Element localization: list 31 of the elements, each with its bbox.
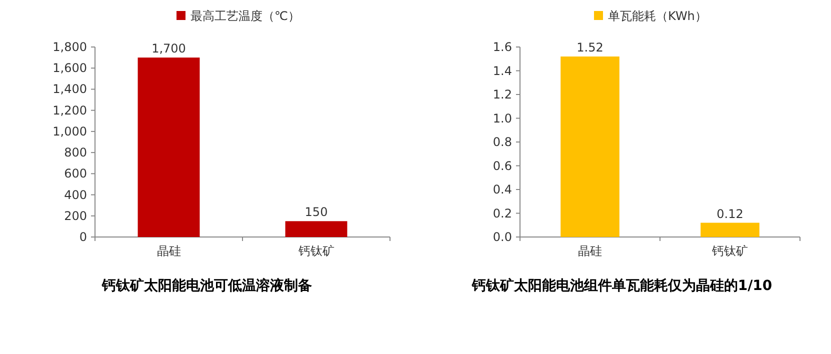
y-tick-label: 0 [79,230,87,244]
y-tick-label: 1,400 [52,82,87,96]
x-tick-label: 晶硅 [578,244,602,258]
y-tick-label: 1,200 [52,103,87,118]
y-tick-label: 400 [64,188,87,202]
y-tick-label: 1.4 [492,64,512,78]
y-tick-label: 1,800 [52,40,87,54]
data-label: 1.52 [576,40,604,54]
legend-label: 单瓦能耗（KWh） [608,9,707,23]
y-tick-label: 1.6 [492,40,512,54]
data-label: 150 [304,205,328,220]
y-tick-label: 200 [64,208,87,223]
y-tick-label: 1,600 [52,61,87,76]
y-tick-label: 800 [64,146,87,160]
y-tick-label: 1,000 [52,124,87,138]
text: 钙钛矿太阳能电池组件单瓦能耗仅为晶硅的1/10 [470,277,772,294]
y-tick-label: 1.0 [492,111,512,126]
data-label: 0.12 [716,206,744,221]
y-tick-label: 0.6 [492,158,512,173]
y-tick-label: 0.0 [492,230,512,244]
x-tick-label: 晶硅 [156,244,181,258]
y-tick-label: 0.4 [492,182,512,196]
text: 钙钛矿太阳能电池可低温溶液制备 [101,277,312,294]
y-tick-label: 0.2 [492,206,512,220]
y-tick-label: 0.8 [492,135,512,149]
y-tick-label: 600 [64,166,87,181]
data-label: 1,700 [152,42,186,56]
x-tick-label: 钙钛矿 [297,244,334,258]
y-tick-label: 1.2 [492,88,512,102]
legend-label: 最高工艺温度（℃） [190,9,300,23]
x-tick-label: 钙钛矿 [711,244,748,258]
